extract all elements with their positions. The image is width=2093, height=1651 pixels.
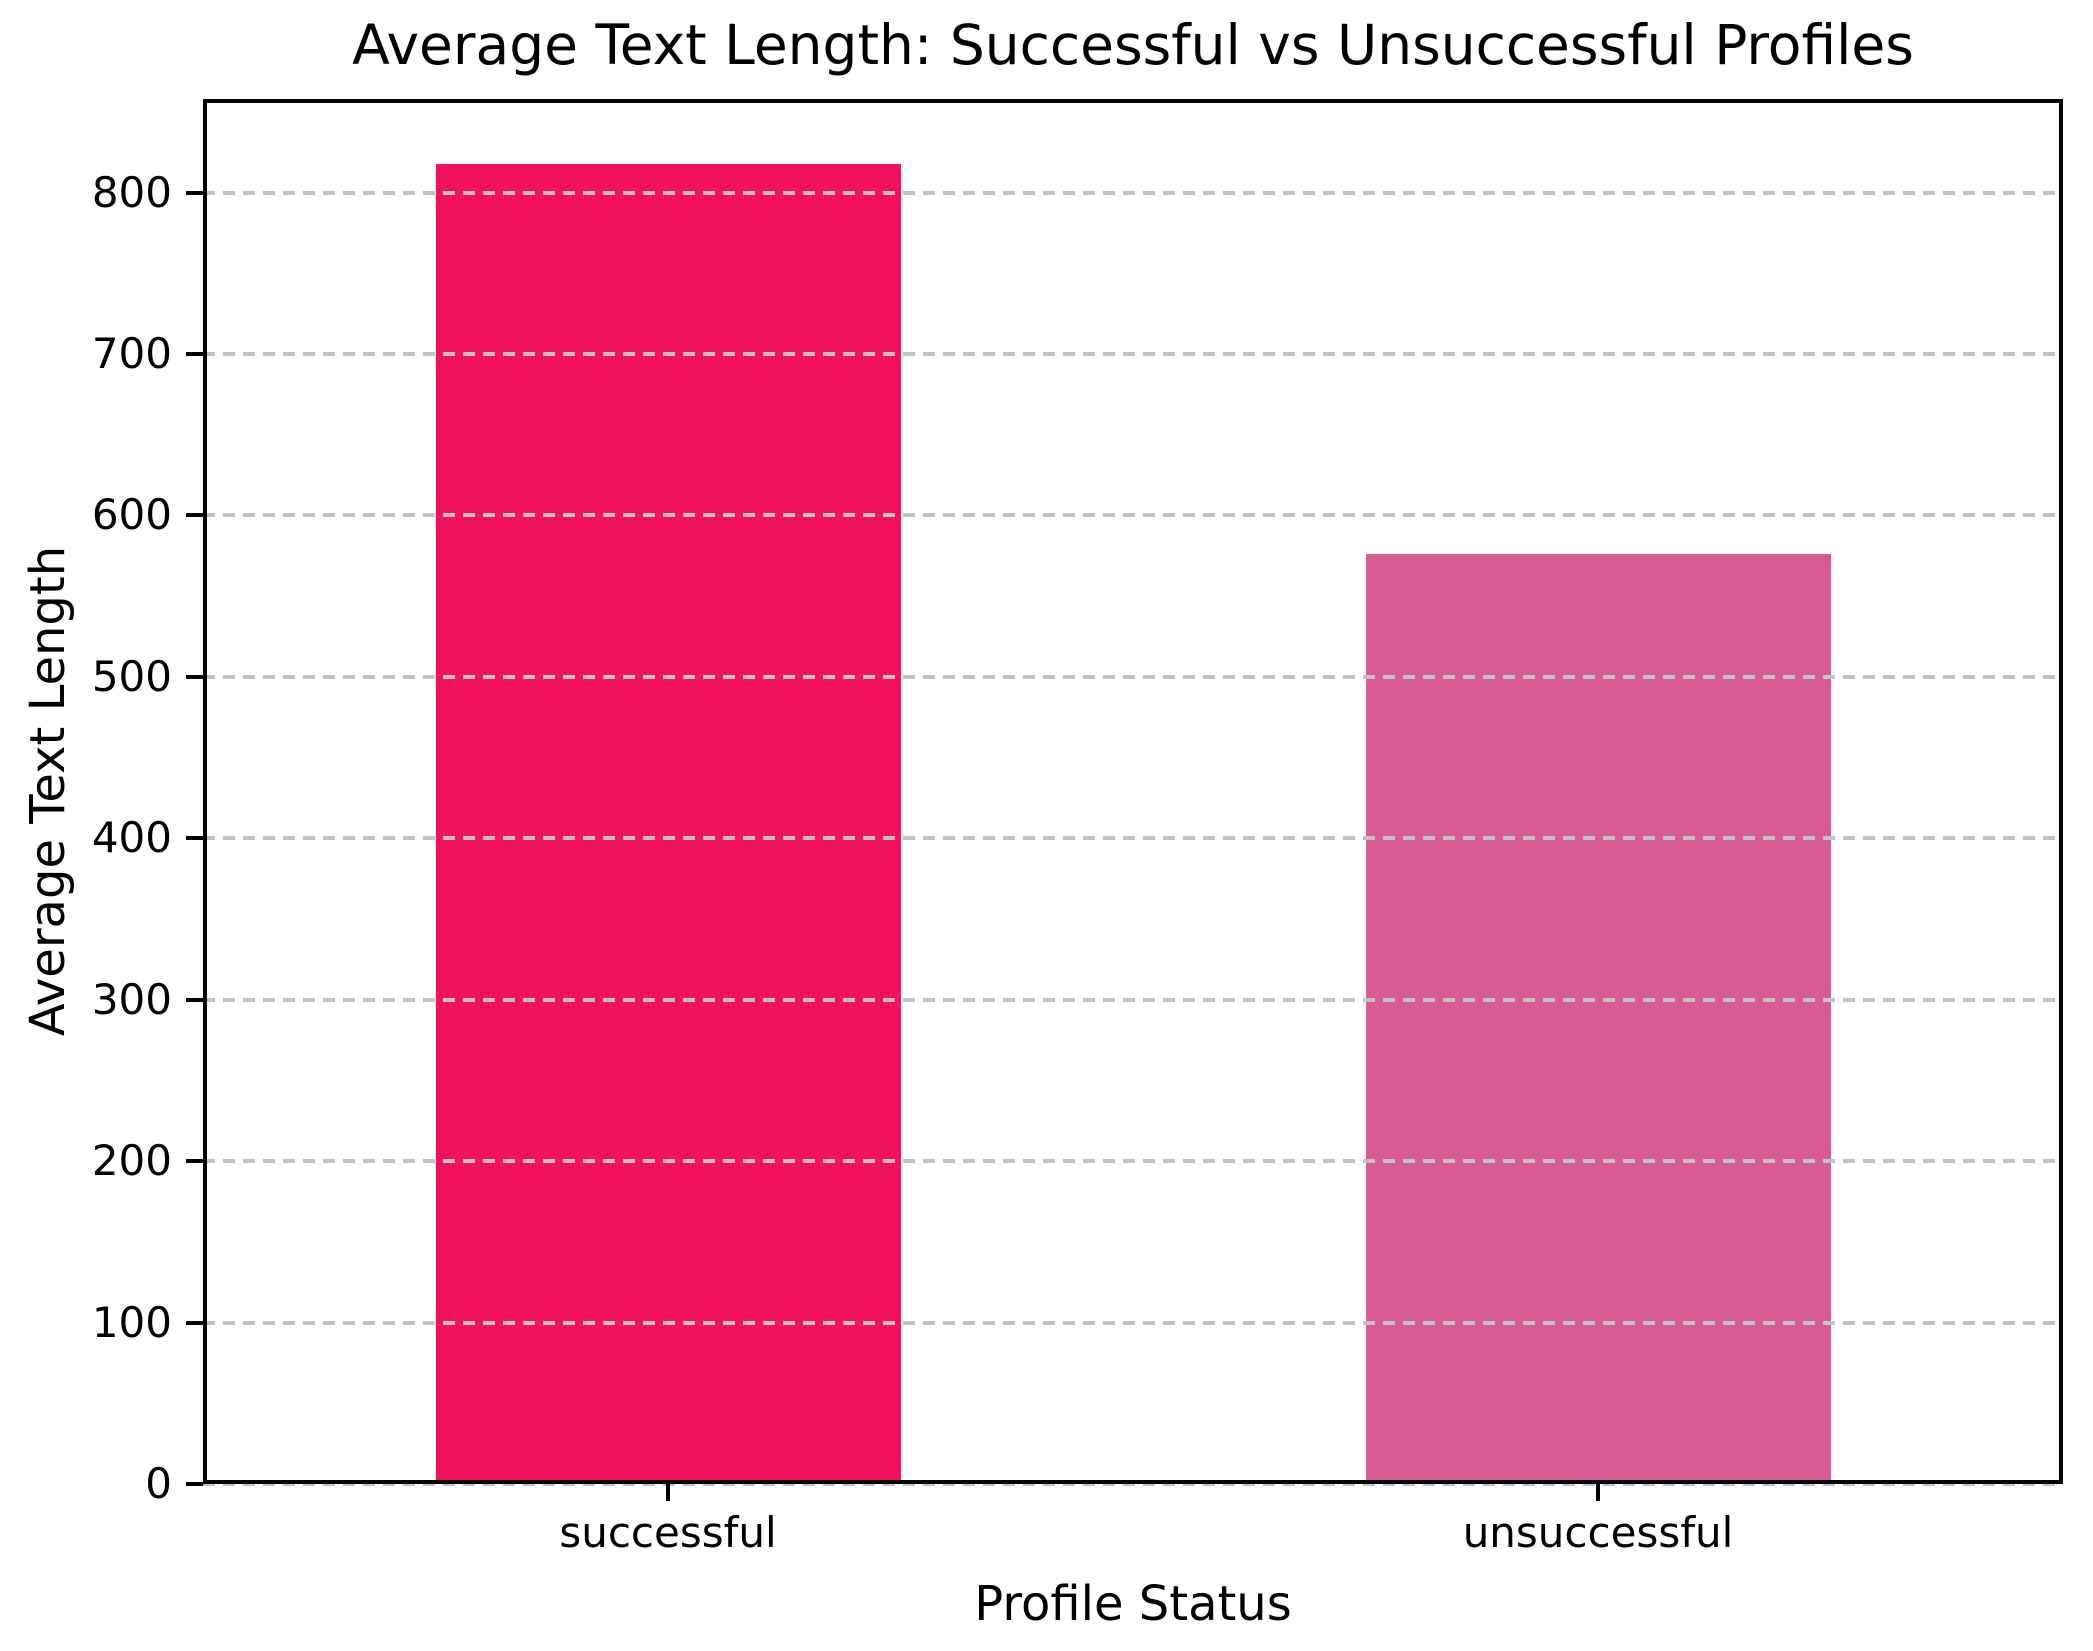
y-tick-label-300: 300 [91, 974, 172, 1024]
x-tick-label-successful: successful [559, 1508, 777, 1557]
y-tick-mark-800 [186, 190, 203, 195]
plot-area [203, 99, 2063, 1486]
chart-title: Average Text Length: Successful vs Unsuc… [352, 13, 1914, 77]
y-tick-label-600: 600 [91, 490, 172, 540]
y-tick-mark-300 [186, 997, 203, 1002]
gridline-y200 [203, 1159, 2063, 1164]
x-tick-mark-unsuccessful [1596, 1484, 1600, 1501]
gridline-y0 [203, 1482, 2063, 1486]
y-tick-label-400: 400 [91, 813, 172, 863]
x-tick-mark-successful [666, 1484, 670, 1501]
gridline-y400 [203, 836, 2063, 841]
bar-unsuccessful [1365, 554, 1831, 1484]
y-tick-label-200: 200 [91, 1136, 172, 1186]
y-tick-mark-400 [186, 836, 203, 841]
y-tick-mark-0 [186, 1482, 203, 1486]
y-tick-mark-700 [186, 352, 203, 357]
y-tick-label-0: 0 [145, 1459, 172, 1508]
y-axis-label: Average Text Length [20, 545, 76, 1037]
gridline-y500 [203, 674, 2063, 679]
y-tick-mark-500 [186, 674, 203, 679]
gridline-y700 [203, 352, 2063, 357]
y-tick-label-500: 500 [91, 651, 172, 701]
gridline-y800 [203, 190, 2063, 195]
y-tick-label-800: 800 [91, 167, 172, 217]
y-tick-mark-100 [186, 1320, 203, 1325]
y-tick-label-700: 700 [91, 329, 172, 379]
bar-successful [435, 163, 901, 1484]
y-tick-mark-600 [186, 513, 203, 518]
y-tick-mark-200 [186, 1159, 203, 1164]
gridline-y100 [203, 1320, 2063, 1325]
y-tick-label-100: 100 [91, 1297, 172, 1347]
x-axis-label: Profile Status [974, 1576, 1292, 1632]
gridline-y300 [203, 997, 2063, 1002]
gridline-y600 [203, 513, 2063, 518]
x-tick-label-unsuccessful: unsuccessful [1462, 1508, 1734, 1557]
